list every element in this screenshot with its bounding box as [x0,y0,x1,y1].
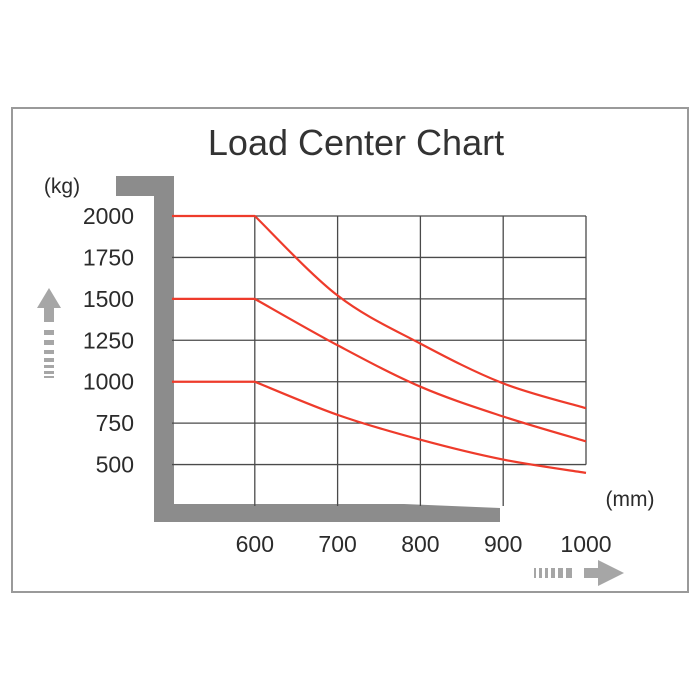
y-tick-label: 1500 [83,286,134,312]
x-tick-label: 600 [236,531,274,557]
x-tick-label: 800 [401,531,439,557]
y-axis-ticks: 2000 1750 1500 1250 1000 750 500 [83,203,134,478]
y-tick-label: 1250 [83,327,134,353]
up-arrow-icon [37,288,61,378]
series-lines [172,214,587,474]
y-tick-label: 2000 [83,203,134,229]
load-curve-1 [172,214,587,410]
y-tick-label: 1000 [83,369,134,395]
y-tick-label: 1750 [83,244,134,270]
load-curve-2 [172,297,587,443]
load-curve-3 [172,380,587,474]
fork-axis-shape [116,176,500,522]
x-tick-label: 1000 [560,531,611,557]
y-tick-label: 500 [96,452,134,478]
x-axis-ticks: 600 700 800 900 1000 [236,531,612,557]
chart-title: Load Center Chart [208,122,504,163]
y-tick-label: 750 [96,410,134,436]
x-axis-unit-label: (mm) [606,488,655,511]
x-tick-label: 700 [318,531,356,557]
y-axis-unit-label: (kg) [44,175,80,198]
x-tick-label: 900 [484,531,522,557]
right-arrow-icon [534,560,624,586]
